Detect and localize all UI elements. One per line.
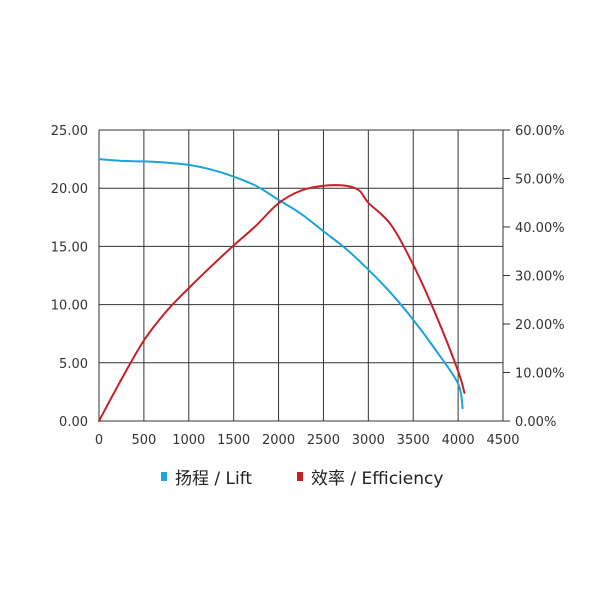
series-line-efficiency <box>98 184 466 422</box>
y-right-tick-label: 60.00% <box>515 124 565 139</box>
x-tick-label: 4500 <box>486 433 519 448</box>
y-left-tick-label: 10.00 <box>51 299 88 314</box>
y-right-tick-label: 10.00% <box>515 367 565 382</box>
x-tick-label: 3000 <box>352 433 385 448</box>
legend-label-lift: 扬程 / Lift <box>175 469 252 489</box>
series-line-lift <box>98 158 464 410</box>
y-right-tick-label: 30.00% <box>515 270 565 285</box>
y-right-tick-label: 40.00% <box>515 221 565 236</box>
legend-item-efficiency: 效率 / Efficiency <box>297 469 443 489</box>
y-left-tick-label: 25.00 <box>51 124 88 139</box>
x-tick-label: 2000 <box>262 433 295 448</box>
y-left-tick-label: 0.00 <box>59 415 88 430</box>
x-tick-label: 4000 <box>442 433 475 448</box>
x-tick-label: 2500 <box>307 433 340 448</box>
y-right-tick-label: 0.00% <box>515 415 556 430</box>
x-tick-label: 0 <box>95 433 103 448</box>
x-tick-label: 1000 <box>172 433 205 448</box>
tick-labels: 0 500 1000 1500 2000 2500 3000 3500 4000 4500 0.00… <box>51 124 565 448</box>
legend: 扬程 / Lift 效率 / Efficiency <box>161 469 443 489</box>
y-right-tick-label: 50.00% <box>515 173 565 188</box>
x-tick-label: 3500 <box>397 433 430 448</box>
legend-label-efficiency: 效率 / Efficiency <box>311 469 443 489</box>
x-tick-label: 1500 <box>217 433 250 448</box>
legend-swatch-efficiency <box>297 472 303 481</box>
y-left-tick-label: 20.00 <box>51 182 88 197</box>
legend-item-lift: 扬程 / Lift <box>161 469 252 489</box>
y-right-tick-label: 20.00% <box>515 318 565 333</box>
y-left-tick-label: 15.00 <box>51 240 88 255</box>
series-lines <box>98 158 466 422</box>
legend-swatch-lift <box>161 472 167 481</box>
x-tick-label: 500 <box>131 433 156 448</box>
grid <box>98 129 510 422</box>
y-left-tick-label: 5.00 <box>59 357 88 372</box>
